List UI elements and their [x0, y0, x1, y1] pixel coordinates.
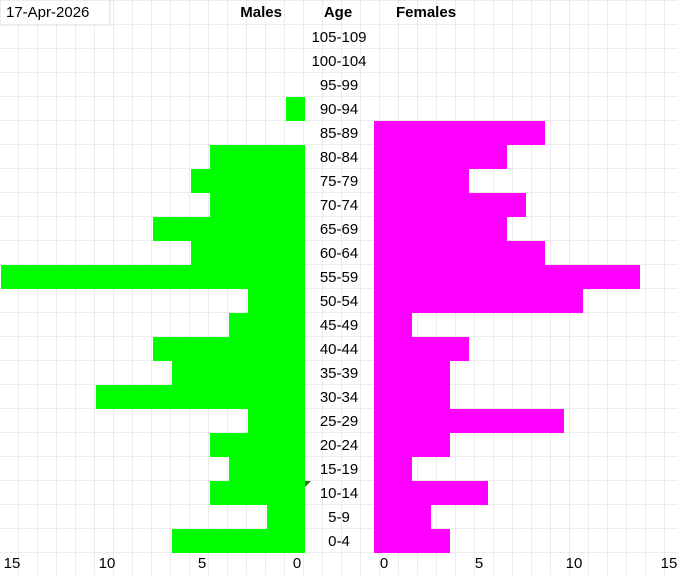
age-label: 90-94 — [320, 101, 358, 118]
age-label: 20-24 — [320, 437, 358, 454]
age-label: 105-109 — [311, 29, 366, 46]
female-bar — [374, 433, 450, 457]
female-bar — [374, 241, 545, 265]
female-bar — [374, 145, 507, 169]
female-bar — [374, 361, 450, 385]
male-bar — [1, 265, 305, 289]
male-bar — [248, 289, 305, 313]
female-bar — [374, 289, 583, 313]
male-bar — [191, 169, 305, 193]
age-label: 50-54 — [320, 293, 358, 310]
age-label: 60-64 — [320, 245, 358, 262]
age-label: 30-34 — [320, 389, 358, 406]
male-tick-label: 5 — [198, 555, 206, 572]
female-bar — [374, 193, 526, 217]
male-bar — [210, 433, 305, 457]
age-label: 95-99 — [320, 77, 358, 94]
male-tick-label: 15 — [4, 555, 21, 572]
age-label: 40-44 — [320, 341, 358, 358]
age-label: 45-49 — [320, 317, 358, 334]
male-bar — [248, 409, 305, 433]
age-label: 5-9 — [328, 509, 350, 526]
male-bar — [191, 241, 305, 265]
female-bar — [374, 217, 507, 241]
females-header: Females — [396, 4, 456, 21]
age-label: 10-14 — [320, 485, 358, 502]
age-label: 85-89 — [320, 125, 358, 142]
female-bar — [374, 337, 469, 361]
male-bar — [172, 361, 305, 385]
age-label: 15-19 — [320, 461, 358, 478]
female-bar — [374, 121, 545, 145]
male-bar — [210, 145, 305, 169]
female-tick-label: 10 — [566, 555, 583, 572]
male-bar — [96, 385, 305, 409]
female-bar — [374, 313, 412, 337]
date-cell — [0, 0, 111, 26]
male-bar — [286, 97, 305, 121]
female-bar — [374, 265, 640, 289]
female-bar — [374, 505, 431, 529]
male-bar — [210, 193, 305, 217]
female-bar — [374, 529, 450, 553]
male-bar — [153, 337, 305, 361]
date: 17-Apr-2026 — [6, 4, 89, 21]
female-bar — [374, 481, 488, 505]
age-header: Age — [324, 4, 352, 21]
female-tick-label: 15 — [661, 555, 678, 572]
male-tick-label: 0 — [293, 555, 301, 572]
males-header: Males — [240, 4, 282, 21]
male-bar — [210, 481, 305, 505]
female-bar — [374, 385, 450, 409]
male-bar — [267, 505, 305, 529]
age-label: 0-4 — [328, 533, 350, 550]
male-bar — [153, 217, 305, 241]
female-bar — [374, 409, 564, 433]
age-label: 55-59 — [320, 269, 358, 286]
male-tick-label: 10 — [99, 555, 116, 572]
age-label: 80-84 — [320, 149, 358, 166]
male-bar — [229, 313, 305, 337]
comment-indicator — [304, 481, 311, 488]
age-label: 35-39 — [320, 365, 358, 382]
male-bar — [172, 529, 305, 553]
age-label: 70-74 — [320, 197, 358, 214]
age-label: 75-79 — [320, 173, 358, 190]
male-bar — [229, 457, 305, 481]
female-tick-label: 5 — [475, 555, 483, 572]
female-tick-label: 0 — [380, 555, 388, 572]
age-label: 25-29 — [320, 413, 358, 430]
female-bar — [374, 169, 469, 193]
age-label: 100-104 — [311, 53, 366, 70]
female-bar — [374, 457, 412, 481]
age-label: 65-69 — [320, 221, 358, 238]
